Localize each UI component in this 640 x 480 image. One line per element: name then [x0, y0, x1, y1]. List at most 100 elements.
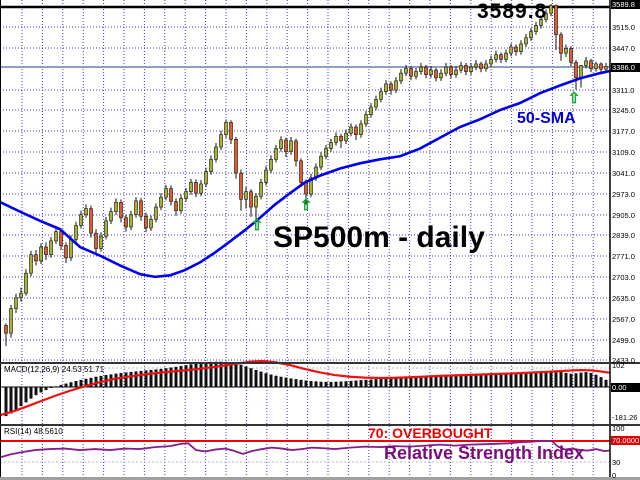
macd-hist-bar	[604, 379, 608, 387]
macd-hist-bar	[69, 382, 73, 387]
macd-hist-bar	[429, 376, 433, 387]
macd-hist-bar	[84, 378, 88, 387]
rsi-70-tag: 70.0000	[611, 436, 640, 445]
macd-hist-bar	[269, 374, 273, 387]
macd-hist-bar	[409, 376, 413, 387]
price-axis-label: 3515.0	[612, 23, 635, 32]
macd-hist-bar	[589, 372, 593, 387]
macd-hist-bar	[294, 379, 298, 387]
macd-hist-bar	[314, 381, 318, 387]
price-axis-label: 2839.0	[612, 231, 635, 240]
macd-hist-bar	[79, 379, 83, 387]
macd-hist-bar	[259, 371, 263, 387]
macd-hist-bar	[489, 374, 493, 387]
macd-hist-bar	[174, 366, 178, 387]
macd-hist-bar	[274, 375, 278, 387]
macd-hist-bar	[504, 374, 508, 387]
macd-hist-bar	[584, 372, 588, 387]
macd-hist-bar	[284, 377, 288, 387]
macd-hist-bar	[469, 374, 473, 387]
macd-hist-bar	[494, 374, 498, 387]
macd-hist-bar	[509, 373, 513, 387]
macd-hist-bar	[324, 381, 328, 387]
macd-hist-bar	[94, 376, 98, 387]
price-axis-label: 2433.0	[612, 356, 635, 365]
macd-hist-bar	[279, 376, 283, 387]
macd-hist-bar	[349, 380, 353, 387]
macd-hist-bar	[524, 372, 528, 387]
macd-zero-tag: 0.00	[611, 383, 640, 392]
rsi-name-annotation: Relative Strength Index	[384, 443, 585, 463]
price-axis-label: 2973.0	[612, 190, 635, 199]
overbought-annotation: 70: OVERBOUGHT	[368, 425, 493, 441]
macd-hist-bar	[9, 387, 13, 414]
macd-hist-bar	[144, 370, 148, 387]
macd-hist-bar	[229, 362, 233, 387]
macd-hist-bar	[139, 370, 143, 387]
macd-parameters-label: MACD(12,26,9) 24.53 51.71	[4, 365, 105, 374]
macd-hist-bar	[564, 372, 568, 387]
price-axis-label: 2905.0	[612, 211, 635, 220]
price-axis-label: 3447.0	[612, 44, 635, 53]
macd-hist-bar	[574, 373, 578, 387]
macd-axis-label: -181.26	[612, 413, 638, 422]
macd-hist-bar	[114, 373, 118, 387]
sma-annotation: 50-SMA	[517, 110, 576, 127]
macd-hist-bar	[4, 387, 8, 417]
macd-hist-bar	[309, 381, 313, 387]
macd-hist-bar	[244, 366, 248, 387]
price-axis-label: 2703.0	[612, 273, 635, 282]
macd-hist-bar	[164, 368, 168, 387]
macd-hist-bar	[184, 365, 188, 387]
macd-hist-bar	[539, 371, 543, 387]
macd-hist-bar	[149, 369, 153, 387]
buy-arrow-icon: ⇧	[299, 197, 313, 214]
macd-hist-bar	[434, 375, 438, 387]
macd-hist-bar	[14, 387, 18, 411]
rsi-parameters-label: RSI(14) 48.5610	[4, 427, 63, 436]
macd-hist-bar	[444, 375, 448, 387]
macd-hist-bar	[29, 387, 33, 399]
macd-hist-bar	[424, 376, 428, 387]
macd-hist-bar	[264, 373, 268, 387]
price-axis-label: 2635.0	[612, 294, 635, 303]
macd-hist-bar	[129, 371, 133, 387]
peak-price-annotation: 3589.8	[477, 0, 548, 23]
macd-hist-bar	[554, 371, 558, 387]
sma-50-line	[0, 69, 612, 279]
macd-hist-bar	[234, 363, 238, 387]
buy-arrow-icon: ⇧	[567, 90, 581, 107]
macd-hist-bar	[24, 387, 28, 403]
macd-hist-bar	[219, 361, 223, 387]
macd-hist-bar	[464, 375, 468, 387]
candles-layer	[4, 4, 608, 347]
macd-hist-bar	[179, 365, 183, 387]
macd-hist-bar	[44, 387, 48, 391]
macd-hist-bar	[249, 368, 253, 387]
price-axis-label: 3109.0	[612, 148, 635, 157]
rsi-axis-label: 100	[612, 424, 625, 433]
macd-hist-bar	[54, 386, 58, 387]
price-axis-label: 2771.0	[612, 252, 635, 261]
macd-hist-bar	[124, 372, 128, 387]
macd-hist-bar	[384, 378, 388, 387]
macd-hist-bar	[34, 387, 38, 396]
macd-hist-bar	[379, 378, 383, 387]
macd-hist-bar	[594, 374, 598, 387]
macd-hist-bar	[364, 379, 368, 387]
macd-hist-bar	[334, 381, 338, 387]
macd-hist-bar	[289, 378, 293, 387]
macd-hist-bar	[344, 381, 348, 387]
price-axis-label: 3041.0	[612, 169, 635, 178]
macd-hist-bar	[454, 375, 458, 387]
macd-hist-bar	[544, 371, 548, 387]
price-axis-label: 2567.0	[612, 315, 635, 324]
chart-title: SP500m - daily	[273, 221, 485, 254]
macd-axis-label: 102	[612, 361, 625, 370]
macd-hist-bar	[569, 373, 573, 387]
macd-hist-bar	[339, 381, 343, 387]
macd-hist-bar	[439, 375, 443, 387]
macd-hist-bar	[199, 362, 203, 387]
